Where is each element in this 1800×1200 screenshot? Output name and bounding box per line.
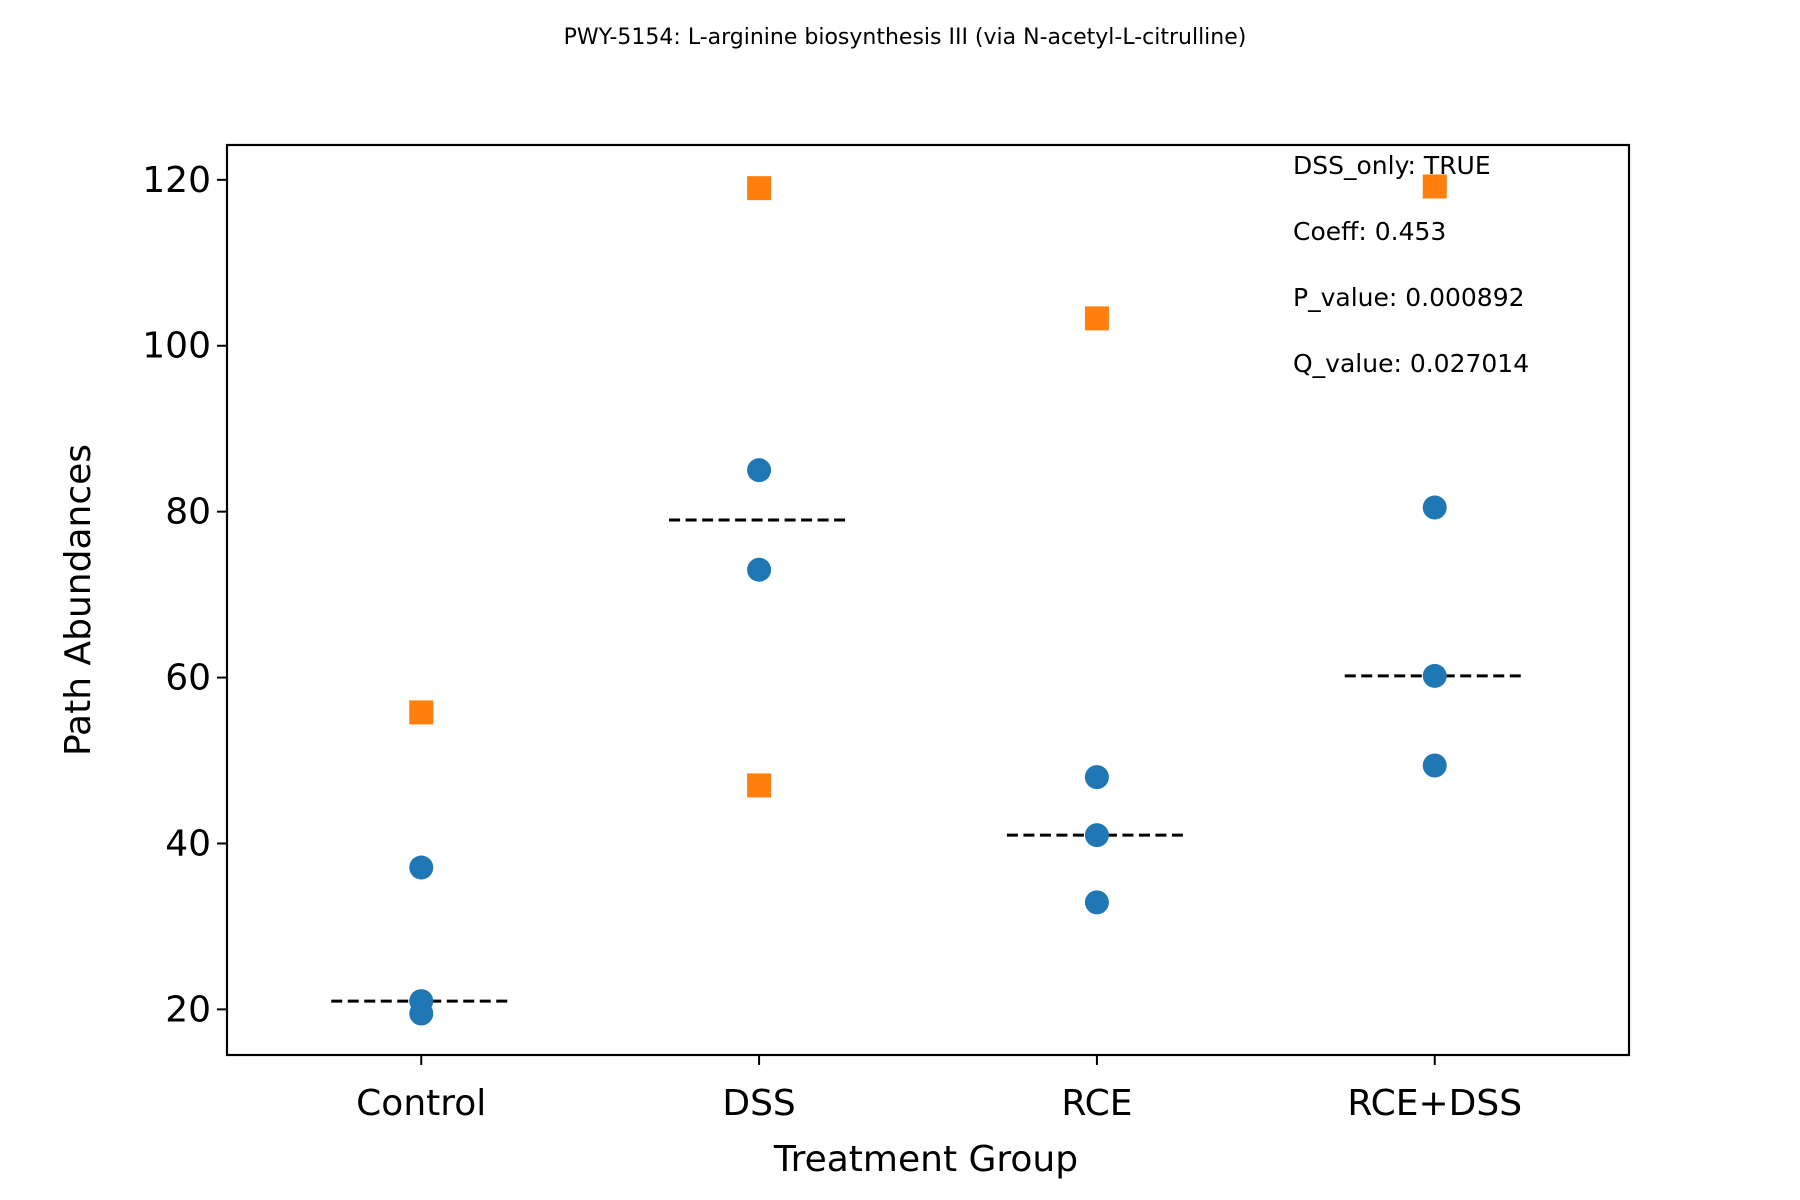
square-point bbox=[1422, 174, 1447, 199]
plot-area bbox=[225, 143, 1631, 1057]
circle-point bbox=[1422, 753, 1447, 778]
x-tick-label: Control bbox=[356, 1083, 486, 1124]
circle-point bbox=[1422, 663, 1447, 688]
y-tick-label: 100 bbox=[142, 326, 211, 367]
circle-point bbox=[409, 1001, 434, 1026]
circle-point bbox=[747, 458, 772, 483]
stat-annotation: Coeff: 0.453 bbox=[1293, 217, 1446, 246]
stat-annotation: DSS_only: TRUE bbox=[1293, 151, 1491, 180]
stat-annotation: Q_value: 0.027014 bbox=[1293, 349, 1529, 378]
chart-title: PWY-5154: L-arginine biosynthesis III (v… bbox=[564, 25, 1247, 50]
circle-point bbox=[1084, 890, 1109, 915]
circle-point bbox=[1084, 823, 1109, 848]
x-tick-label: RCE+DSS bbox=[1347, 1083, 1522, 1124]
circle-point bbox=[747, 557, 772, 582]
square-point bbox=[1084, 306, 1109, 331]
square-point bbox=[409, 700, 434, 725]
circle-point bbox=[1084, 765, 1109, 790]
y-tick-label: 40 bbox=[165, 823, 211, 864]
x-axis-label: Treatment Group bbox=[773, 1139, 1078, 1180]
y-axis-label: Path Abundances bbox=[58, 444, 99, 756]
y-tick-label: 120 bbox=[142, 160, 211, 201]
x-tick-label: RCE bbox=[1061, 1083, 1132, 1124]
circle-point bbox=[1422, 495, 1447, 520]
data-marks bbox=[331, 174, 1525, 1026]
stats-annotations: DSS_only: TRUE Coeff: 0.453 P_value: 0.000… bbox=[1293, 151, 1529, 378]
y-tick-label: 80 bbox=[165, 492, 211, 533]
x-axis: Control DSS RCE RCE+DSS bbox=[356, 1055, 1522, 1124]
square-point bbox=[747, 773, 772, 798]
square-point bbox=[747, 176, 772, 201]
circle-point bbox=[409, 855, 434, 880]
stat-annotation: P_value: 0.000892 bbox=[1293, 283, 1525, 312]
y-axis: 20 40 60 80 100 120 bbox=[142, 160, 227, 1030]
y-tick-label: 60 bbox=[165, 658, 211, 699]
plot-frame bbox=[225, 143, 1631, 1057]
x-tick-label: DSS bbox=[722, 1083, 795, 1124]
y-tick-label: 20 bbox=[165, 989, 211, 1030]
